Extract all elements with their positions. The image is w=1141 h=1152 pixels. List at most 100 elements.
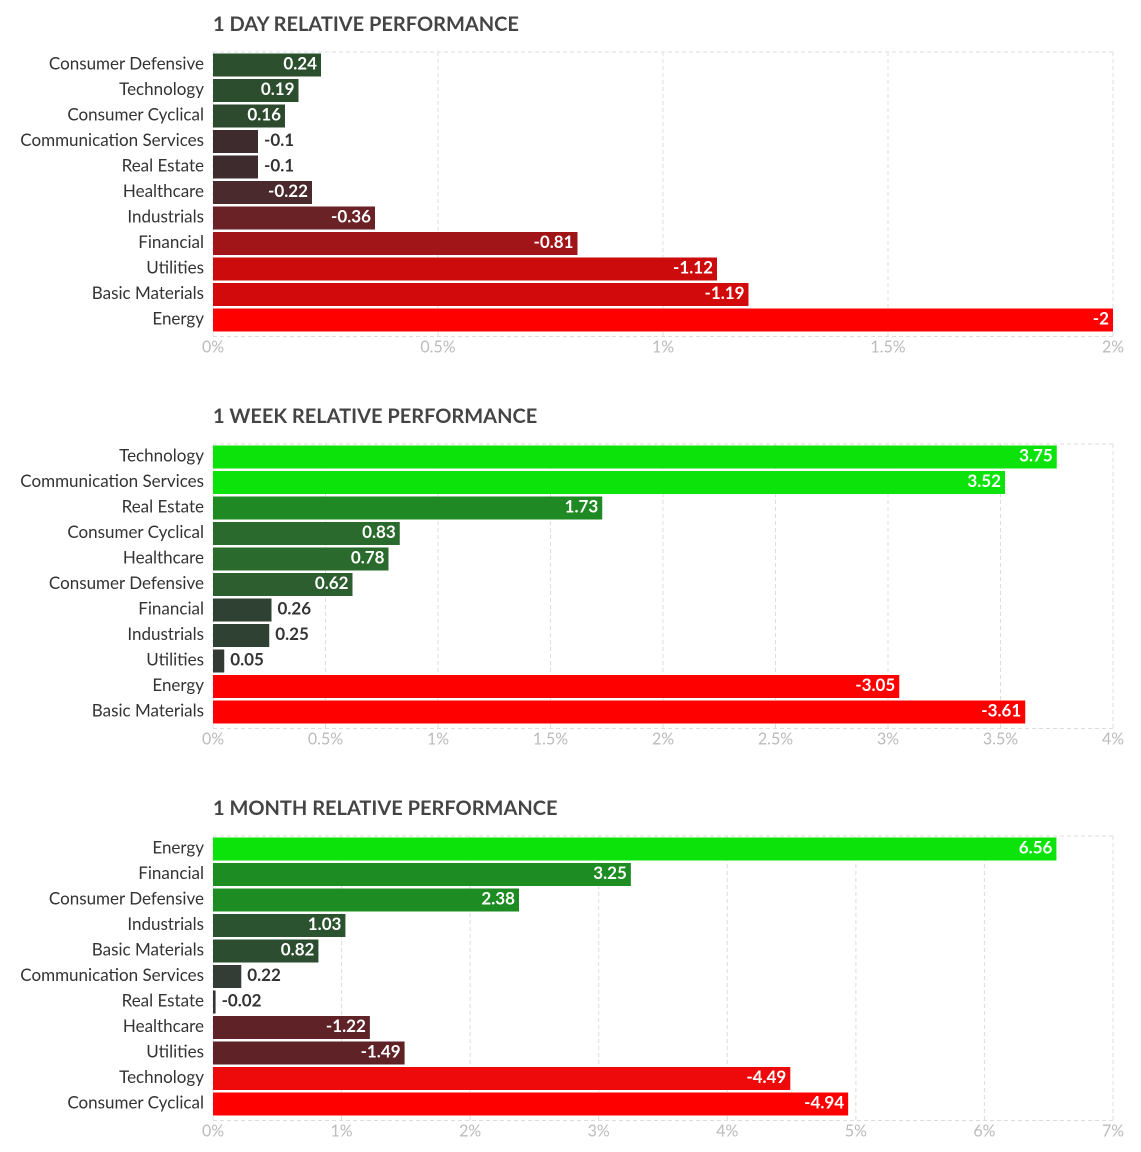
- bar: [213, 1092, 849, 1116]
- bar: [213, 700, 1026, 724]
- x-tick-label: 1%: [331, 1122, 353, 1141]
- x-tick-label: 1%: [427, 730, 449, 749]
- value-label: -0.22: [268, 180, 308, 201]
- bar: [213, 837, 1057, 861]
- bar: [213, 624, 270, 647]
- x-tick-label: 0%: [202, 730, 224, 749]
- x-tick-label: 2%: [652, 730, 674, 749]
- category-label: Healthcare: [123, 546, 204, 567]
- category-label: Consumer Cyclical: [67, 521, 204, 542]
- category-label: Real Estate: [122, 989, 204, 1010]
- value-label: 0.25: [275, 623, 309, 644]
- category-label: Energy: [152, 674, 204, 695]
- value-label: 2.38: [481, 887, 515, 908]
- category-label: Utilities: [146, 1040, 204, 1061]
- category-label: Communication Services: [20, 129, 204, 150]
- category-label: Financial: [138, 597, 204, 618]
- x-tick-label: 2.5%: [758, 730, 793, 749]
- category-label: Energy: [152, 307, 204, 328]
- value-label: 0.16: [247, 103, 281, 124]
- bar: [213, 1041, 405, 1065]
- category-label: Industrials: [127, 623, 204, 644]
- category-label: Financial: [138, 231, 204, 252]
- chart-title: 1 WEEK RELATIVE PERFORMANCE: [213, 404, 537, 428]
- value-label: -1.12: [673, 256, 713, 277]
- x-tick-label: 1%: [652, 338, 674, 357]
- bar: [213, 939, 319, 963]
- x-tick-label: 4%: [1102, 730, 1124, 749]
- category-label: Communication Services: [20, 964, 204, 985]
- category-label: Basic Materials: [92, 938, 204, 959]
- category-label: Financial: [138, 862, 204, 883]
- bar: [213, 79, 299, 102]
- category-label: Utilities: [146, 256, 204, 277]
- bar: [213, 1067, 791, 1090]
- x-tick-label: 7%: [1102, 1122, 1124, 1141]
- value-label: 1.73: [565, 495, 599, 516]
- bar: [213, 1016, 370, 1039]
- category-label: Utilities: [146, 648, 204, 669]
- value-label: 1.03: [308, 913, 342, 934]
- bar: [213, 257, 717, 281]
- category-label: Consumer Cyclical: [67, 1091, 204, 1112]
- bar: [213, 496, 603, 520]
- bar: [213, 53, 321, 77]
- category-label: Consumer Defensive: [49, 52, 204, 73]
- category-label: Real Estate: [122, 154, 204, 175]
- value-label: -1.22: [326, 1015, 366, 1036]
- bar: [213, 104, 285, 128]
- bar: [213, 863, 631, 886]
- chart-title: 1 MONTH RELATIVE PERFORMANCE: [213, 796, 558, 820]
- value-label: 0.24: [283, 52, 317, 73]
- bar: [213, 522, 400, 545]
- value-label: -1.19: [705, 282, 745, 303]
- x-tick-label: 5%: [845, 1122, 867, 1141]
- category-label: Technology: [119, 78, 204, 99]
- value-label: 0.62: [315, 572, 349, 593]
- category-label: Basic Materials: [92, 699, 204, 720]
- x-tick-label: 4%: [716, 1122, 738, 1141]
- x-tick-label: 1.5%: [533, 730, 568, 749]
- x-tick-label: 3%: [588, 1122, 610, 1141]
- bar: [213, 914, 346, 937]
- value-label: 0.82: [281, 938, 315, 959]
- value-label: 0.22: [247, 964, 281, 985]
- x-tick-label: 1.5%: [870, 338, 905, 357]
- bar: [213, 232, 578, 255]
- value-label: -3.05: [855, 674, 895, 695]
- category-label: Technology: [119, 1066, 204, 1087]
- bar: [213, 155, 258, 179]
- bar: [213, 283, 749, 306]
- value-label: 3.25: [593, 862, 627, 883]
- category-label: Technology: [119, 444, 204, 465]
- category-label: Energy: [152, 836, 204, 857]
- value-label: 0.26: [278, 597, 312, 618]
- value-label: 0.05: [230, 648, 264, 669]
- value-label: 0.19: [261, 78, 295, 99]
- value-label: -0.02: [222, 989, 262, 1010]
- value-label: -0.1: [264, 129, 294, 150]
- x-tick-label: 0.5%: [308, 730, 343, 749]
- bar: [213, 573, 353, 596]
- x-tick-label: 0%: [202, 338, 224, 357]
- chart-title: 1 DAY RELATIVE PERFORMANCE: [213, 12, 519, 36]
- bar: [213, 308, 1113, 332]
- value-label: 3.75: [1019, 444, 1053, 465]
- value-label: -0.81: [534, 231, 574, 252]
- value-label: 6.56: [1019, 836, 1053, 857]
- category-label: Communication Services: [20, 470, 204, 491]
- value-label: -2: [1093, 307, 1109, 328]
- bar: [213, 888, 519, 912]
- x-tick-label: 2%: [1102, 338, 1124, 357]
- value-label: -0.1: [264, 154, 294, 175]
- bar: [213, 675, 900, 698]
- category-label: Industrials: [127, 913, 204, 934]
- x-tick-label: 3%: [877, 730, 899, 749]
- value-label: 0.83: [362, 521, 396, 542]
- category-label: Healthcare: [123, 180, 204, 201]
- bar: [213, 990, 216, 1014]
- category-label: Healthcare: [123, 1015, 204, 1036]
- bar: [213, 965, 242, 988]
- bar: [213, 598, 272, 622]
